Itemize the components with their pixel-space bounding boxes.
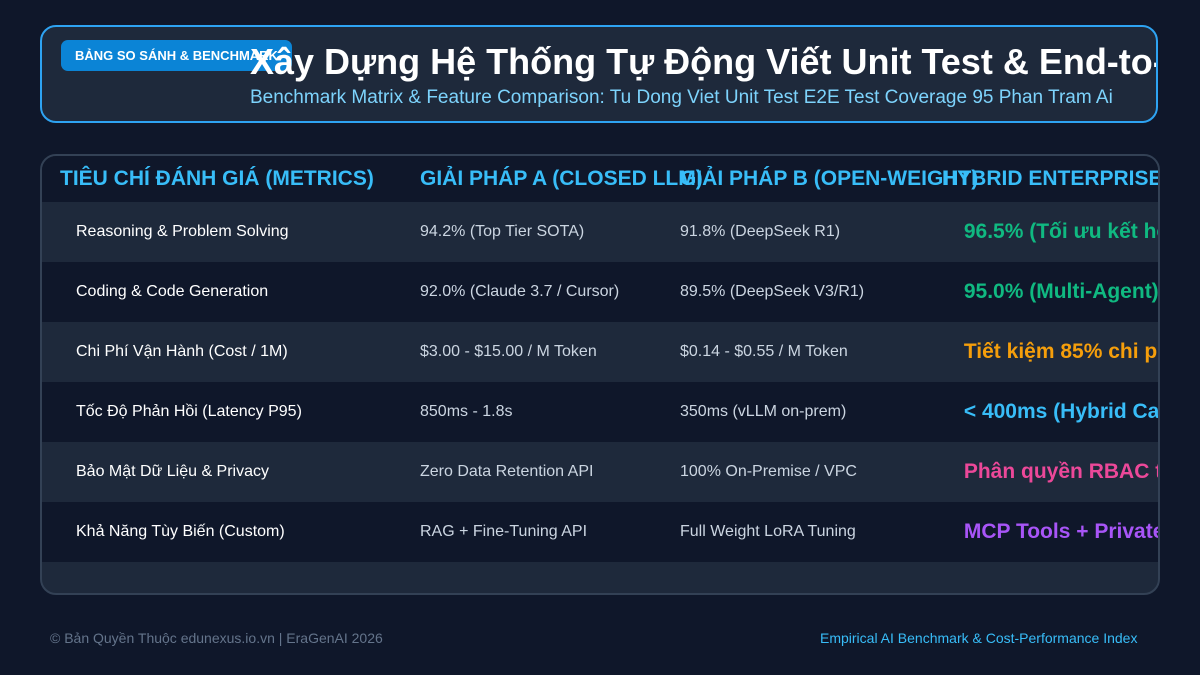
metric-cell: Reasoning & Problem Solving <box>60 202 289 262</box>
solution-b-cell: 100% On-Premise / VPC <box>680 463 857 480</box>
hybrid-value: < 400ms (Hybrid Cache) <box>963 400 1160 423</box>
header-card: BẢNG SO SÁNH & BENCHMARK Xây Dựng Hệ Thố… <box>40 25 1158 123</box>
hybrid-value: MCP Tools + Private RAG <box>963 520 1160 543</box>
metric-label: Tốc Độ Phản Hồi (Latency P95) <box>76 403 302 420</box>
category-badge: BẢNG SO SÁNH & BENCHMARK <box>61 40 292 71</box>
header-solution-b: GIẢI PHÁP B (OPEN-WEIGHT) <box>680 167 979 190</box>
hybrid-cell: 96.5% (Tối ưu kết hợp) <box>942 202 1158 262</box>
table-row: Tốc Độ Phản Hồi (Latency P95) 850ms - 1.8… <box>42 382 1158 442</box>
hybrid-value: Tiết kiệm 85% chi phí <box>963 340 1160 363</box>
metric-label: Khả Năng Tùy Biến (Custom) <box>76 523 285 540</box>
hybrid-cell: Tiết kiệm 85% chi phí <box>942 322 1160 382</box>
solution-b-cell: 89.5% (DeepSeek V3/R1) <box>680 283 865 300</box>
solution-b-cell: Full Weight LoRA Tuning <box>680 523 856 540</box>
hybrid-cell: < 400ms (Hybrid Cache) <box>942 382 1160 442</box>
hybrid-cell: Phân quyền RBAC tuyệt đối <box>942 442 1158 502</box>
table-row: Coding & Code Generation 92.0% (Claude 3.… <box>42 262 1158 322</box>
metric-label: Coding & Code Generation <box>76 283 269 300</box>
table-header: TIÊU CHÍ ĐÁNH GIÁ (METRICS) GIẢI PHÁP A … <box>42 156 1158 202</box>
solution-a-cell: 850ms - 1.8s <box>420 403 513 420</box>
metric-cell: Chi Phí Vận Hành (Cost / 1M) <box>60 322 288 382</box>
solution-b-cell: $0.14 - $0.55 / M Token <box>680 343 848 360</box>
solution-b-cell: 91.8% (DeepSeek R1) <box>680 223 841 240</box>
header-solution-a: GIẢI PHÁP A (CLOSED LLM) <box>420 167 703 190</box>
hybrid-value: 95.0% (Multi-Agent) <box>963 280 1159 303</box>
solution-b-cell: 350ms (vLLM on-prem) <box>680 403 847 420</box>
metric-label: Chi Phí Vận Hành (Cost / 1M) <box>76 343 288 360</box>
comparison-table: TIÊU CHÍ ĐÁNH GIÁ (METRICS) GIẢI PHÁP A … <box>40 154 1160 595</box>
metric-label: Bảo Mật Dữ Liệu & Privacy <box>76 463 270 480</box>
metric-cell: Bảo Mật Dữ Liệu & Privacy <box>60 442 269 502</box>
metric-cell: Coding & Code Generation <box>60 262 268 322</box>
footer-caption: Empirical AI Benchmark & Cost-Performanc… <box>820 630 1138 646</box>
page-title: Xây Dựng Hệ Thống Tự Động Viết Unit Test… <box>250 41 1158 82</box>
table-row: Khả Năng Tùy Biến (Custom) RAG + Fine-Tun… <box>42 502 1158 562</box>
header-metrics: TIÊU CHÍ ĐÁNH GIÁ (METRICS) <box>60 167 374 190</box>
table-row: Chi Phí Vận Hành (Cost / 1M) $3.00 - $15.… <box>42 322 1158 382</box>
solution-a-cell: 94.2% (Top Tier SOTA) <box>420 223 585 240</box>
hybrid-cell: 95.0% (Multi-Agent) <box>942 262 1159 322</box>
table-row: Reasoning & Problem Solving 94.2% (Top Ti… <box>42 202 1158 262</box>
header-hybrid: HYBRID ENTERPRISE STACK <box>942 167 1160 190</box>
solution-a-cell: 92.0% (Claude 3.7 / Cursor) <box>420 283 620 300</box>
solution-a-cell: $3.00 - $15.00 / M Token <box>420 343 597 360</box>
copyright-text: © Bản Quyền Thuộc edunexus.io.vn | EraGe… <box>50 630 383 646</box>
hybrid-value: 96.5% (Tối ưu kết hợp) <box>963 220 1158 243</box>
metric-cell: Khả Năng Tùy Biến (Custom) <box>60 502 285 562</box>
hybrid-value: Phân quyền RBAC tuyệt đối <box>963 460 1158 483</box>
metric-cell: Tốc Độ Phản Hồi (Latency P95) <box>60 382 302 442</box>
metric-label: Reasoning & Problem Solving <box>76 223 289 240</box>
solution-a-cell: Zero Data Retention API <box>420 463 594 480</box>
page-subtitle: Benchmark Matrix & Feature Comparison: T… <box>250 87 1113 108</box>
table-row: Bảo Mật Dữ Liệu & Privacy Zero Data Reten… <box>42 442 1158 502</box>
solution-a-cell: RAG + Fine-Tuning API <box>420 523 588 540</box>
hybrid-cell: MCP Tools + Private RAG <box>942 502 1160 562</box>
